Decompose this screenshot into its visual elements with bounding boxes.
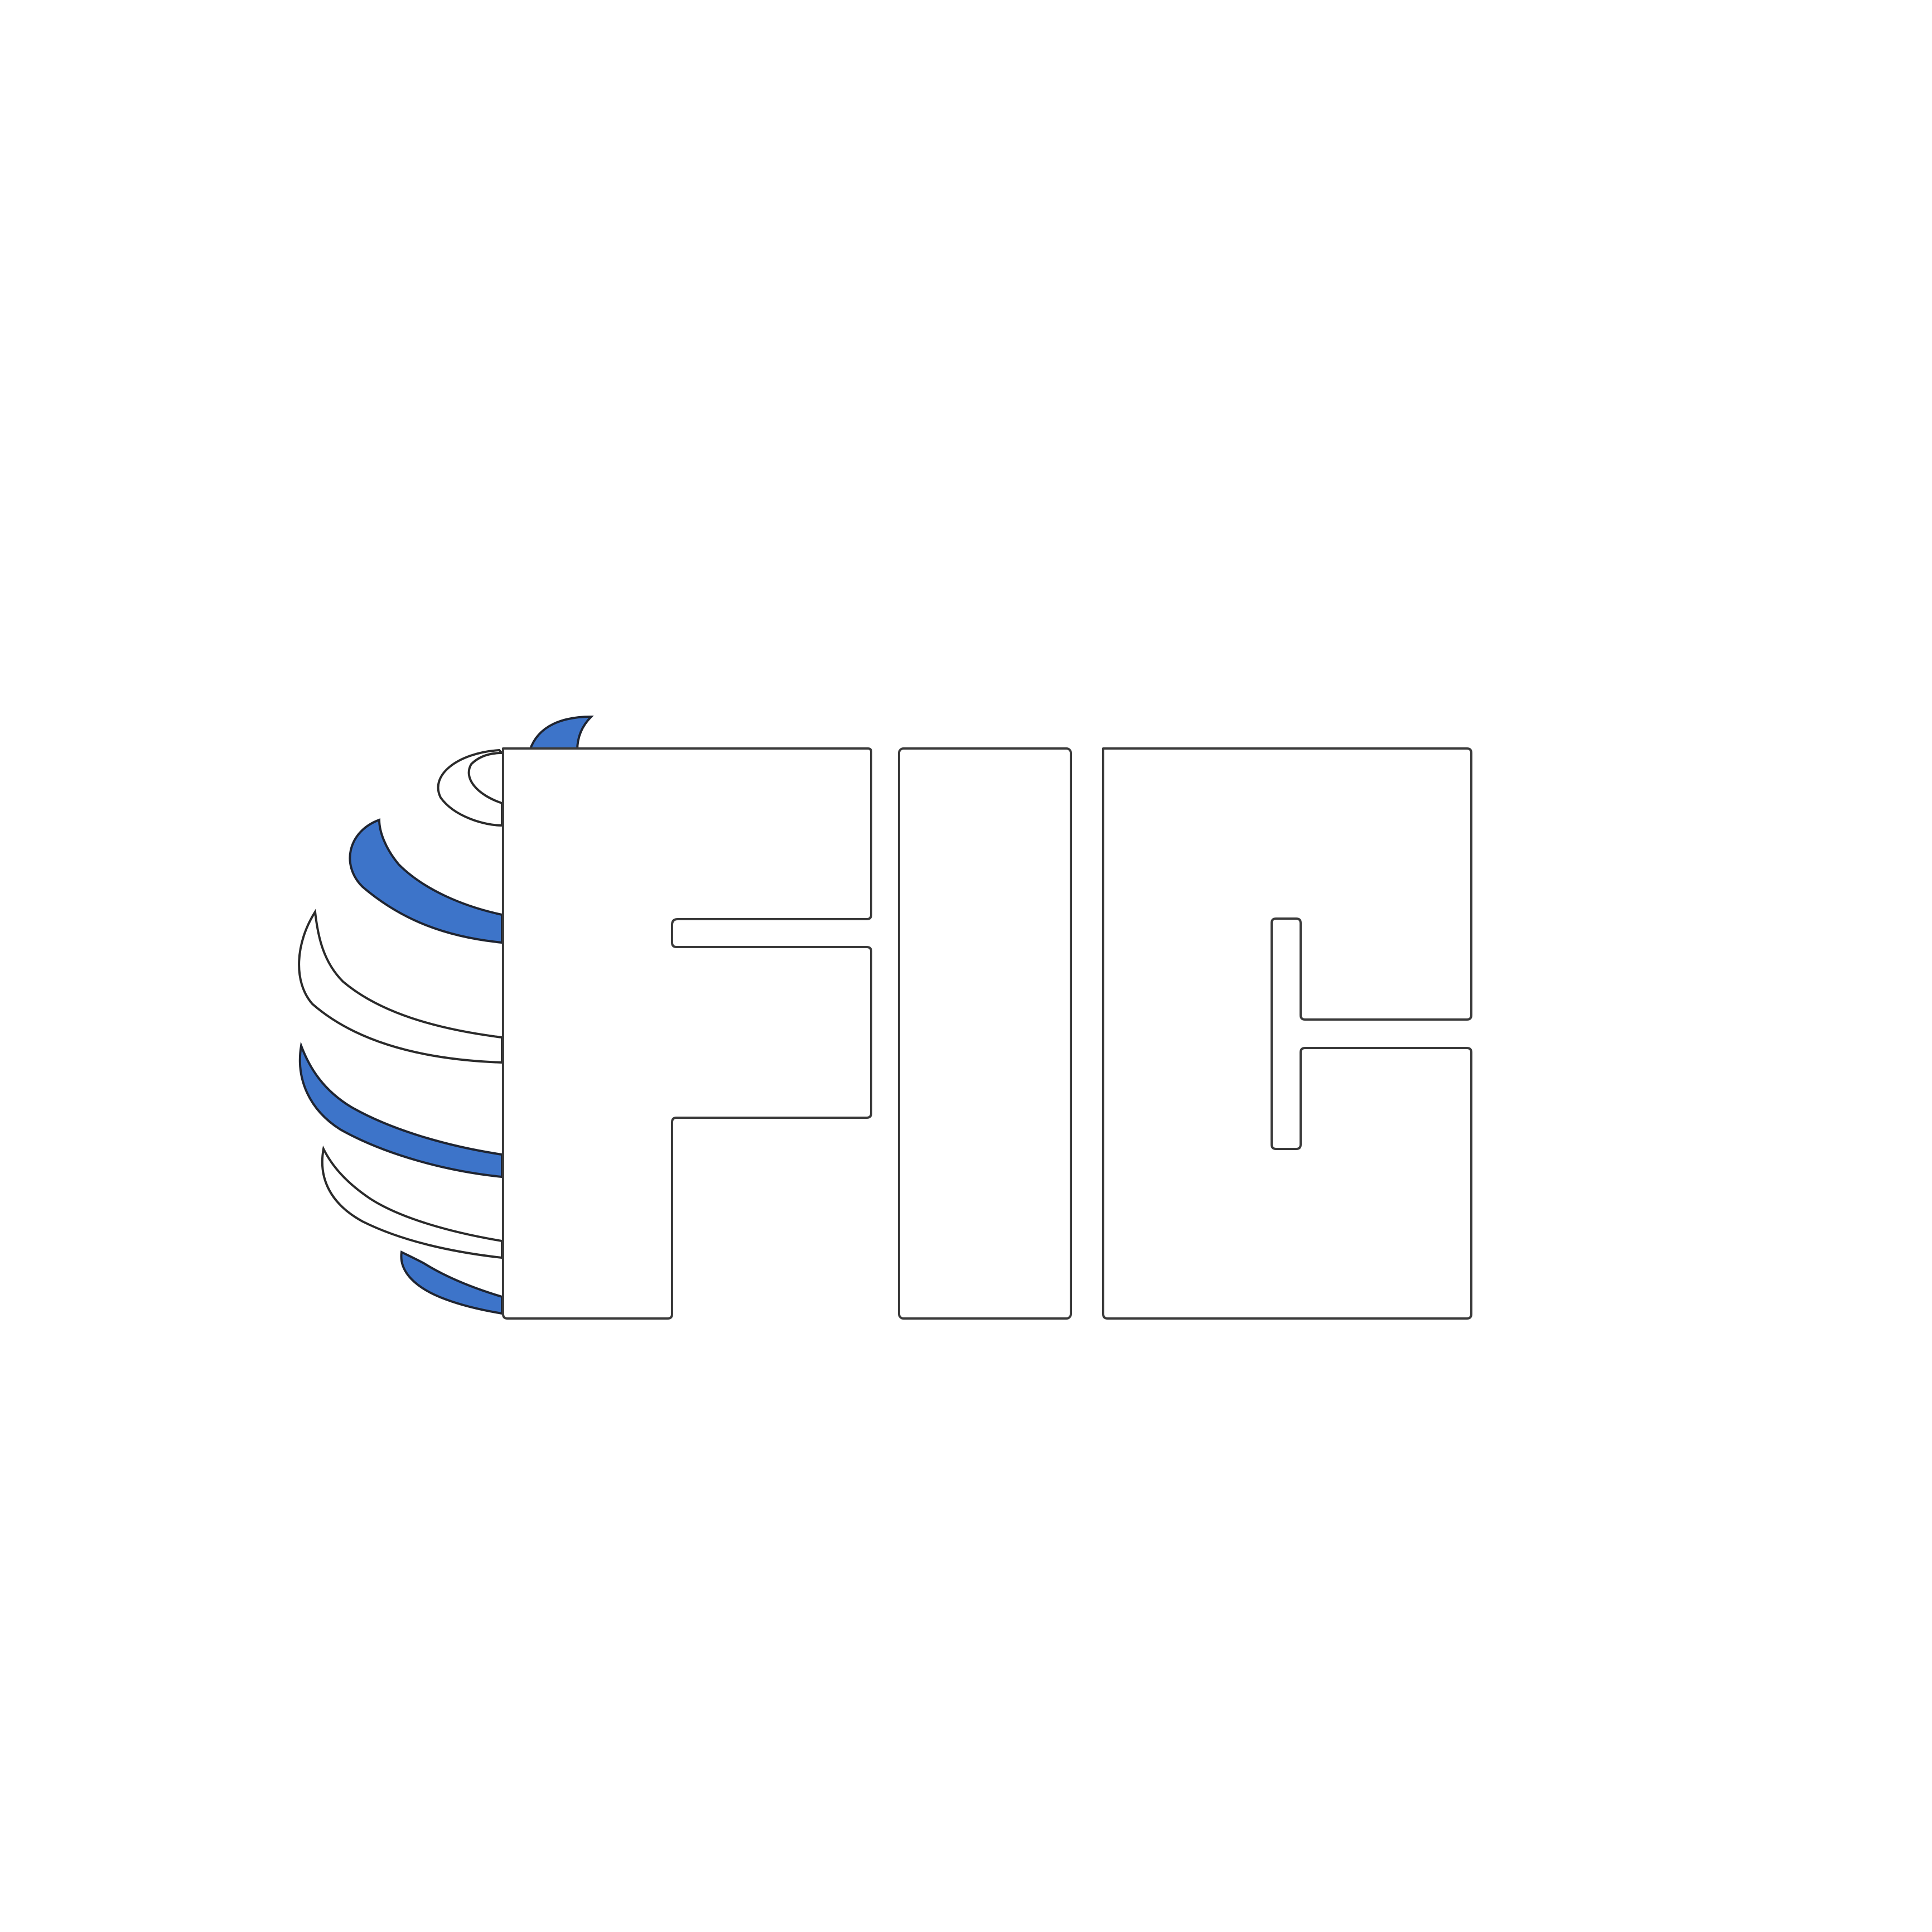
letter-f [502, 747, 872, 1320]
globe-stripe-blue-4 [400, 1250, 503, 1315]
globe-stripe-blue-2 [349, 818, 503, 944]
letter-i [898, 747, 1072, 1320]
globe-stripe-blue-1 [528, 715, 594, 751]
globe-stripe-white-3 [321, 1145, 503, 1259]
letter-c [1102, 747, 1472, 1320]
globe-stripe-white-2 [298, 909, 503, 1064]
globe-stripe-white-1 [437, 748, 505, 827]
globe-stripe-blue-3 [298, 1041, 503, 1178]
globe-stripes-icon [298, 715, 594, 1315]
